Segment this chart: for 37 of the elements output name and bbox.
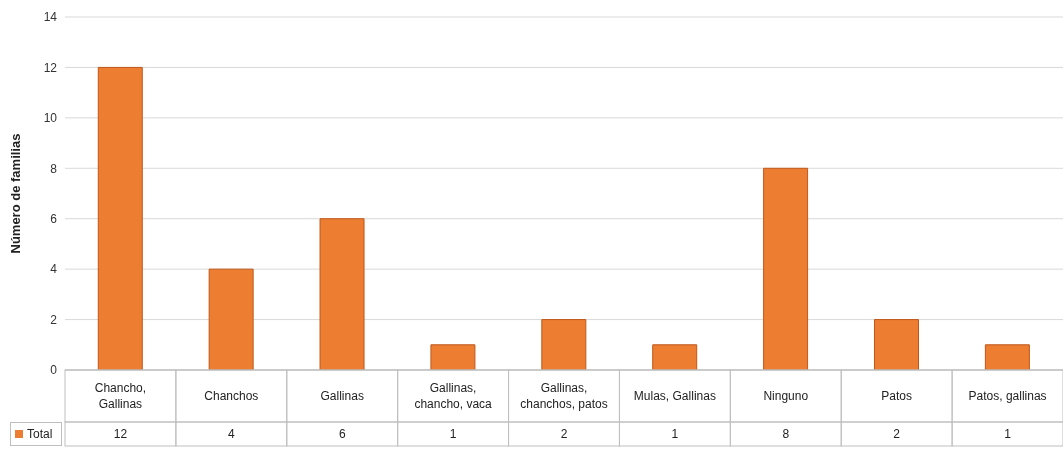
y-tick-label: 14 — [43, 10, 58, 25]
data-label: 6 — [338, 427, 346, 441]
x-tick-label: Gallinas, chanchos, patos — [520, 381, 608, 411]
bar — [319, 218, 365, 370]
bar — [97, 66, 143, 370]
data-label: 4 — [227, 427, 235, 441]
y-axis-title: Número de familias — [7, 133, 23, 254]
x-tick-label: Gallinas — [320, 389, 364, 403]
legend-label: Total — [27, 427, 53, 441]
x-tick-label: Patos — [881, 389, 913, 403]
y-tick-label: 2 — [50, 312, 58, 327]
bar — [763, 167, 809, 370]
data-label: 8 — [782, 427, 790, 441]
bar — [208, 268, 254, 370]
y-tick-label: 0 — [50, 363, 58, 378]
y-tick-label: 4 — [50, 262, 58, 277]
y-tick-label: 6 — [50, 211, 58, 226]
bar — [873, 319, 919, 370]
data-label: 12 — [113, 427, 128, 441]
bar — [430, 344, 476, 370]
data-label: 1 — [1004, 427, 1012, 441]
y-tick-label: 10 — [43, 111, 58, 126]
data-label: 2 — [893, 427, 901, 441]
x-tick-label: Ninguno — [763, 389, 809, 403]
x-tick-label: Patos, gallinas — [968, 389, 1047, 403]
bar — [984, 344, 1030, 370]
bar — [652, 344, 698, 370]
data-label: 1 — [449, 427, 457, 441]
x-tick-label: Gallinas, chancho, vaca — [414, 381, 493, 411]
data-label: 2 — [560, 427, 568, 441]
bar — [541, 319, 587, 370]
data-label: 1 — [671, 427, 679, 441]
y-tick-label: 8 — [50, 161, 58, 176]
y-tick-label: 12 — [43, 60, 58, 75]
x-tick-label: Chanchos — [204, 389, 259, 403]
x-tick-label: Mulas, Gallinas — [633, 389, 716, 403]
x-tick-label: Chancho, Gallinas — [94, 381, 147, 411]
